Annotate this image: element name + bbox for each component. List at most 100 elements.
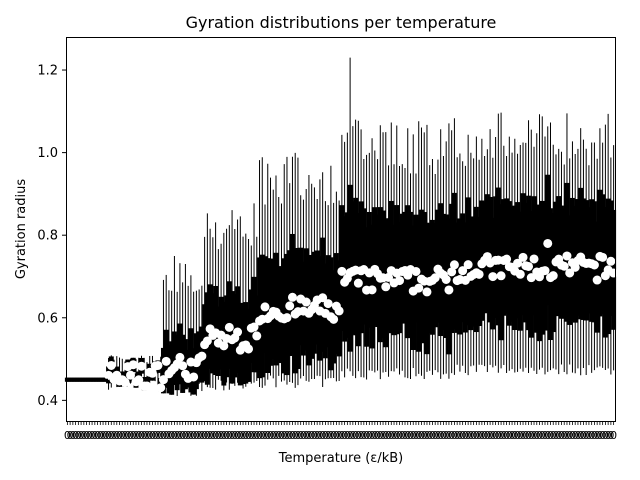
- x-tick-label: 0: [580, 429, 587, 442]
- median-marker: [367, 285, 377, 295]
- median-marker: [524, 261, 534, 271]
- x-tick-label: 0: [281, 429, 288, 442]
- x-tick-label: 0: [127, 429, 134, 442]
- x-tick-label: 0: [437, 429, 444, 442]
- median-marker: [598, 252, 608, 262]
- median-marker: [156, 383, 166, 393]
- x-tick-label: 0: [484, 429, 491, 442]
- median-marker: [189, 372, 199, 382]
- y-axis: 0.4 0.6 0.8 1.0 1.2: [37, 64, 66, 409]
- x-tick-label: 0: [492, 429, 499, 442]
- median-marker: [463, 260, 473, 270]
- x-tick-label: 0: [454, 429, 461, 442]
- x-tick-label: 0: [566, 429, 573, 442]
- median-marker: [285, 301, 295, 311]
- x-tick-label: 0: [355, 429, 362, 442]
- x-tick-label: 0: [404, 429, 411, 442]
- x-tick-label: 0: [105, 429, 112, 442]
- x-tick-label: 0: [520, 429, 527, 442]
- x-tick-label: 0: [223, 429, 230, 442]
- x-tick-label: 0: [294, 429, 301, 442]
- x-tick-label: 0: [594, 429, 601, 442]
- x-tick-label: 0: [605, 429, 612, 442]
- median-marker: [337, 266, 347, 276]
- x-tick-label: 0: [160, 429, 167, 442]
- x-tick-label: 0: [102, 429, 109, 442]
- x-tick-label: 0: [555, 429, 562, 442]
- x-tick-label: 0: [360, 429, 367, 442]
- x-tick-label: 0: [352, 429, 359, 442]
- y-tick-label: 0.4: [37, 394, 58, 409]
- x-tick-label: 0: [253, 429, 260, 442]
- x-tick-label: 0: [550, 429, 557, 442]
- x-tick-label: 0: [292, 429, 299, 442]
- x-tick-label: 0: [476, 429, 483, 442]
- median-marker: [548, 271, 558, 281]
- x-tick-label: 0: [473, 429, 480, 442]
- x-tick-label: 0: [380, 429, 387, 442]
- median-marker: [513, 258, 523, 268]
- x-tick-label: 0: [108, 429, 115, 442]
- x-tick-label: 0: [443, 429, 450, 442]
- x-tick-label: 0: [602, 429, 609, 442]
- x-tick-label: 0: [440, 429, 447, 442]
- x-tick-label: 0: [201, 429, 208, 442]
- median-marker: [353, 278, 363, 288]
- median-marker: [329, 314, 339, 324]
- median-marker: [301, 297, 311, 307]
- x-tick-label: 0: [297, 429, 304, 442]
- median-marker: [449, 260, 459, 270]
- violin-body: [160, 347, 166, 394]
- x-tick-label: 0: [146, 429, 153, 442]
- x-tick-label: 0: [212, 429, 219, 442]
- x-tick-label: 0: [585, 429, 592, 442]
- x-tick-label: 0: [270, 429, 277, 442]
- x-tick-label: 0: [267, 429, 274, 442]
- x-tick-label: 0: [371, 429, 378, 442]
- median-marker: [153, 360, 163, 370]
- x-tick-label: 0: [262, 429, 269, 442]
- x-tick-label: 0: [563, 429, 570, 442]
- median-marker: [142, 381, 152, 391]
- x-tick-label: 0: [396, 429, 403, 442]
- x-tick-label: 0: [478, 429, 485, 442]
- median-marker: [249, 322, 259, 332]
- x-tick-label: 0: [116, 429, 123, 442]
- y-tick-label: 0.8: [37, 229, 58, 244]
- x-tick-label: 0: [349, 429, 356, 442]
- x-tick-label: 0: [459, 429, 466, 442]
- y-tick-label: 0.6: [37, 311, 58, 326]
- x-tick-label: 0: [588, 429, 595, 442]
- x-tick-label: 0: [187, 429, 194, 442]
- median-marker: [502, 254, 512, 264]
- x-tick-label: 0: [542, 429, 549, 442]
- violin-body: [171, 331, 177, 385]
- median-marker: [606, 256, 616, 266]
- median-marker: [334, 306, 344, 316]
- x-tick-label: 0: [330, 429, 337, 442]
- x-tick-label: 0: [264, 429, 271, 442]
- x-tick-label: 0: [185, 429, 192, 442]
- x-tick-label: 0: [91, 429, 98, 442]
- median-marker: [128, 360, 138, 370]
- x-tick-label: 0: [256, 429, 263, 442]
- median-marker: [282, 313, 292, 323]
- x-tick-label: 0: [149, 429, 156, 442]
- x-tick-label: 0: [67, 429, 74, 442]
- x-tick-label: 0: [366, 429, 373, 442]
- x-tick-label: 0: [412, 429, 419, 442]
- median-marker: [260, 302, 270, 312]
- violin-body: [185, 349, 191, 388]
- x-tick-label: 0: [495, 429, 502, 442]
- x-tick-label: 0: [415, 429, 422, 442]
- median-marker: [158, 375, 168, 385]
- x-tick-label: 0: [514, 429, 521, 442]
- x-tick-label: 0: [552, 429, 559, 442]
- x-tick-label: 0: [89, 429, 96, 442]
- x-tick-label: 0: [481, 429, 488, 442]
- median-marker: [592, 275, 602, 285]
- median-marker: [323, 299, 333, 309]
- x-tick-label: 0: [325, 429, 332, 442]
- x-tick-label: 0: [498, 429, 505, 442]
